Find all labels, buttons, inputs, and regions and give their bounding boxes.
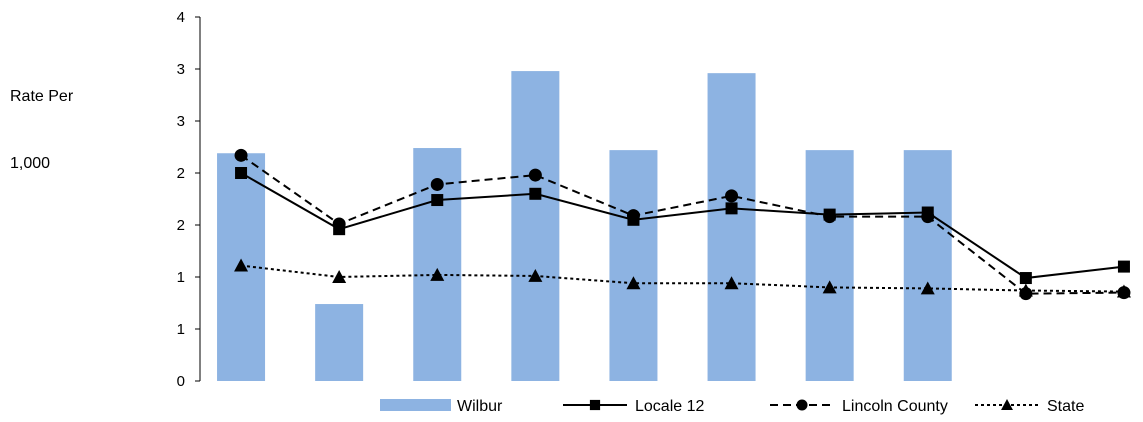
y-tick-label: 1	[177, 269, 185, 286]
marker-lincoln-county	[234, 148, 248, 162]
legend-item-locale-12: Locale 12	[563, 398, 704, 415]
marker-locale-12	[725, 202, 738, 215]
marker-lincoln-county	[528, 168, 542, 182]
marker-state	[1018, 283, 1033, 297]
y-tick-label: 2	[177, 165, 185, 182]
marker-state	[920, 281, 935, 295]
y-axis-label-line-2: 1,000	[10, 155, 51, 172]
marker-lincoln-county	[921, 210, 935, 224]
y-tick-label: 3	[177, 61, 185, 78]
series-line-state	[240, 264, 1124, 293]
marker-lincoln-county	[823, 210, 837, 224]
marker-locale-12	[431, 194, 444, 207]
marker-locale-12	[529, 187, 542, 200]
marker-state	[234, 258, 249, 272]
legend-item-lincoln-county: Lincoln County	[770, 398, 948, 415]
bar-wilbur	[511, 71, 560, 381]
legend: Wilbur Locale 12 Lincoln County State	[380, 398, 1084, 415]
bar-wilbur	[707, 73, 756, 381]
legend-marker-lincoln-county	[796, 399, 808, 411]
marker-state	[626, 276, 641, 290]
legend-item-wilbur: Wilbur	[380, 398, 503, 415]
series-line-locale-12	[240, 172, 1125, 280]
y-tick-label: 0	[177, 373, 185, 390]
marker-state	[430, 267, 445, 281]
y-tick-label: 4	[177, 9, 185, 26]
lines-layer	[234, 148, 1131, 301]
marker-locale-12	[1019, 272, 1032, 285]
marker-locale-12	[235, 167, 248, 179]
legend-marker-locale-12	[589, 399, 601, 411]
marker-lincoln-county	[725, 189, 739, 203]
marker-lincoln-county	[430, 177, 444, 191]
legend-marker-state	[1001, 399, 1013, 411]
marker-lincoln-county	[332, 217, 346, 231]
series-line-lincoln-county	[240, 154, 1124, 295]
marker-state	[332, 270, 347, 283]
bar-wilbur	[805, 150, 854, 381]
legend-label-state: State	[1047, 398, 1084, 415]
marker-locale-12	[1117, 260, 1130, 273]
legend-swatch-wilbur	[380, 399, 451, 411]
y-tick-label: 2	[177, 217, 185, 234]
legend-label-locale-12: Locale 12	[635, 398, 704, 415]
bar-wilbur	[315, 304, 364, 381]
y-tick-label: 1	[177, 321, 185, 338]
axis-layer: 0 1 1 2 2 3 3 4	[177, 9, 201, 390]
legend-label-lincoln-county: Lincoln County	[842, 398, 948, 415]
bar-wilbur	[903, 150, 952, 381]
y-tick-label: 3	[177, 113, 185, 130]
marker-state	[1116, 284, 1131, 298]
marker-state	[724, 276, 739, 290]
y-axis-label-line-1: Rate Per	[10, 88, 74, 105]
bars-layer	[217, 71, 952, 381]
legend-item-state: State	[975, 398, 1084, 415]
marker-state	[528, 268, 543, 282]
marker-state	[822, 280, 837, 294]
bar-wilbur	[609, 150, 658, 381]
marker-lincoln-county	[626, 209, 640, 223]
legend-label-wilbur: Wilbur	[457, 398, 503, 415]
